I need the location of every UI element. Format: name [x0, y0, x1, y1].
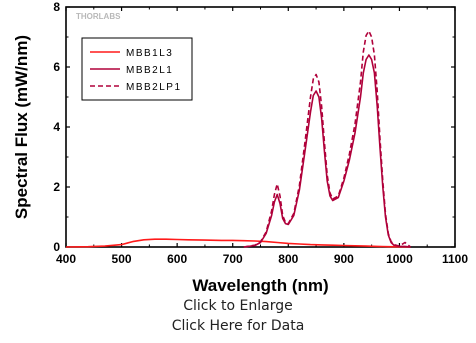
x-tick-label: 800	[278, 252, 298, 266]
x-tick-label: 1100	[442, 252, 468, 266]
click-here-for-data-link[interactable]: Click Here for Data	[171, 318, 305, 334]
x-tick-label: 400	[56, 252, 76, 266]
chart-svg: THORLABS 400 500 600 700 800 900 1000 1100 0 2 4 6 8 W…	[12, 0, 468, 295]
x-tick-label: 700	[223, 252, 243, 266]
series-line-mbb1l3	[65, 238, 411, 248]
click-to-enlarge-link[interactable]: Click to Enlarge	[183, 298, 293, 314]
x-tick-label: 1000	[386, 252, 413, 266]
y-tick-label: 0	[53, 240, 60, 254]
legend-label-mbb2l1: MBB2L1	[126, 65, 173, 76]
legend-label-mbb2lp1: MBB2LP1	[126, 82, 182, 93]
legend-label-mbb1l3: MBB1L3	[126, 48, 173, 59]
x-tick-label: 900	[334, 252, 354, 266]
x-tick-label: 500	[112, 252, 132, 266]
y-tick-label: 2	[53, 180, 60, 194]
watermark-logo: THORLABS	[76, 12, 121, 21]
y-tick-label: 6	[53, 60, 60, 74]
series-line-mbb2lp1	[243, 30, 412, 248]
y-tick-label: 8	[53, 0, 60, 14]
x-tick-label: 600	[167, 252, 187, 266]
y-axis-label: Spectral Flux (mW/nm)	[12, 35, 31, 219]
x-axis-label: Wavelength (nm)	[192, 276, 328, 295]
spectral-flux-chart: THORLABS 400 500 600 700 800 900 1000 1100 0 2 4 6 8 W…	[12, 0, 468, 295]
y-tick-label: 4	[53, 120, 60, 134]
